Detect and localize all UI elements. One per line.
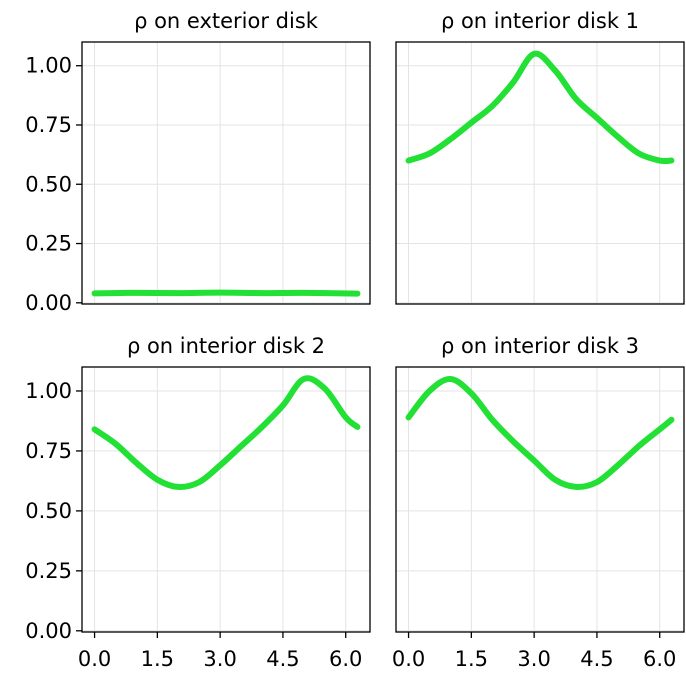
series-line bbox=[405, 50, 675, 165]
y-tick-label: 0.50 bbox=[25, 172, 72, 196]
subplot-title: ρ on exterior disk bbox=[134, 9, 319, 33]
y-tick-label: 0.75 bbox=[25, 113, 72, 137]
x-tick-label: 1.5 bbox=[455, 647, 488, 671]
x-tick-label: 4.5 bbox=[266, 647, 299, 671]
x-tick-label: 6.0 bbox=[643, 647, 676, 671]
y-tick-label: 0.00 bbox=[25, 619, 72, 643]
series-line bbox=[405, 375, 675, 490]
y-tick-label: 0.25 bbox=[25, 559, 72, 583]
x-tick-label: 3.0 bbox=[203, 647, 236, 671]
subplot-title: ρ on interior disk 3 bbox=[441, 334, 639, 358]
y-tick-label: 1.00 bbox=[25, 379, 72, 403]
axes-frame bbox=[395, 366, 685, 633]
y-tick-label: 1.00 bbox=[25, 54, 72, 78]
x-tick-label: 1.5 bbox=[141, 647, 174, 671]
subplot-title: ρ on interior disk 2 bbox=[127, 334, 325, 358]
axes-frame bbox=[395, 41, 685, 305]
x-tick-label: 4.5 bbox=[580, 647, 613, 671]
series-line bbox=[91, 289, 361, 297]
x-tick-label: 6.0 bbox=[329, 647, 362, 671]
y-tick-label: 0.25 bbox=[25, 232, 72, 256]
y-tick-label: 0.50 bbox=[25, 499, 72, 523]
x-tick-label: 3.0 bbox=[517, 647, 550, 671]
subplot-1: ρ on exterior disk 0.00 0.25 0.50 0.75 1.00 bbox=[25, 9, 371, 315]
axes-frame bbox=[81, 41, 371, 305]
x-tick-label: 0.0 bbox=[78, 647, 111, 671]
y-tick-label: 0.75 bbox=[25, 439, 72, 463]
subplot-title: ρ on interior disk 1 bbox=[441, 9, 639, 33]
subplot-4: ρ on interior disk 3 0.0 1.5 3.0 4.5 6.0 bbox=[392, 334, 685, 671]
subplot-3: ρ on interior disk 2 0.00 0.25 0.50 0.75 1.00… bbox=[25, 334, 371, 671]
axes-frame bbox=[81, 366, 371, 633]
x-tick-label: 0.0 bbox=[392, 647, 425, 671]
subplot-2: ρ on interior disk 1 bbox=[395, 9, 685, 305]
series-line bbox=[91, 375, 361, 490]
y-tick-label: 0.00 bbox=[25, 291, 72, 315]
